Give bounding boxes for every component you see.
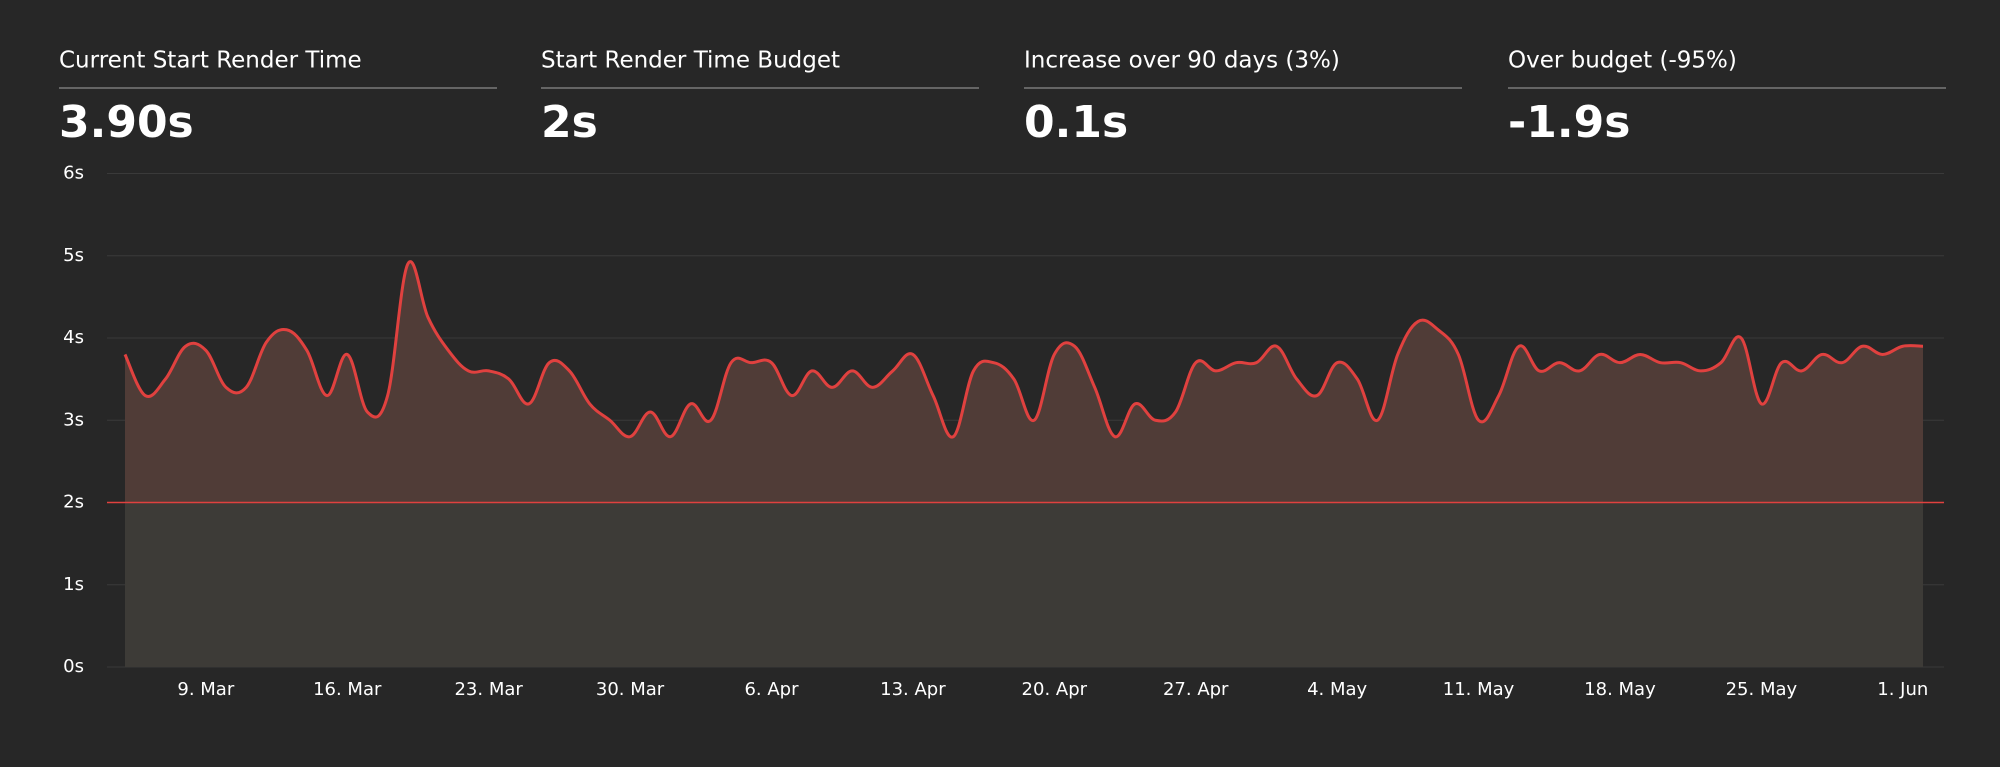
x-tick-label: 6. Apr [744,679,799,700]
stat-label: Increase over 90 days (3%) [1024,48,1340,74]
x-tick-label: 27. Apr [1163,679,1229,700]
x-tick-label: 18. May [1584,679,1656,700]
x-tick-label: 1. Jun [1877,679,1928,700]
x-tick-label: 11. May [1443,679,1515,700]
y-tick-label: 5s [63,245,84,266]
under-budget-fill [125,502,1923,667]
x-tick-label: 20. Apr [1022,679,1088,700]
stat-value: 0.1s [1024,97,1128,148]
x-tick-label: 30. Mar [596,679,665,700]
y-tick-label: 0s [63,656,84,677]
x-tick-label: 4. May [1307,679,1367,700]
stat-value: 2s [541,97,598,148]
stat-value: 3.90s [59,97,194,148]
y-tick-label: 2s [63,492,84,513]
stat-label: Start Render Time Budget [541,48,840,74]
x-tick-label: 23. Mar [454,679,523,700]
x-tick-label: 16. Mar [313,679,382,700]
y-tick-label: 1s [63,574,84,595]
x-tick-label: 13. Apr [880,679,946,700]
x-tick-label: 25. May [1726,679,1798,700]
stat-label: Current Start Render Time [59,48,362,74]
line [123,260,1924,439]
stat-label: Over budget (-95%) [1508,48,1737,74]
x-tick-label: 9. Mar [177,679,234,700]
stat-value: -1.9s [1508,97,1630,148]
y-tick-label: 3s [63,409,84,430]
y-tick-label: 6s [63,163,84,184]
y-tick-label: 4s [63,327,84,348]
